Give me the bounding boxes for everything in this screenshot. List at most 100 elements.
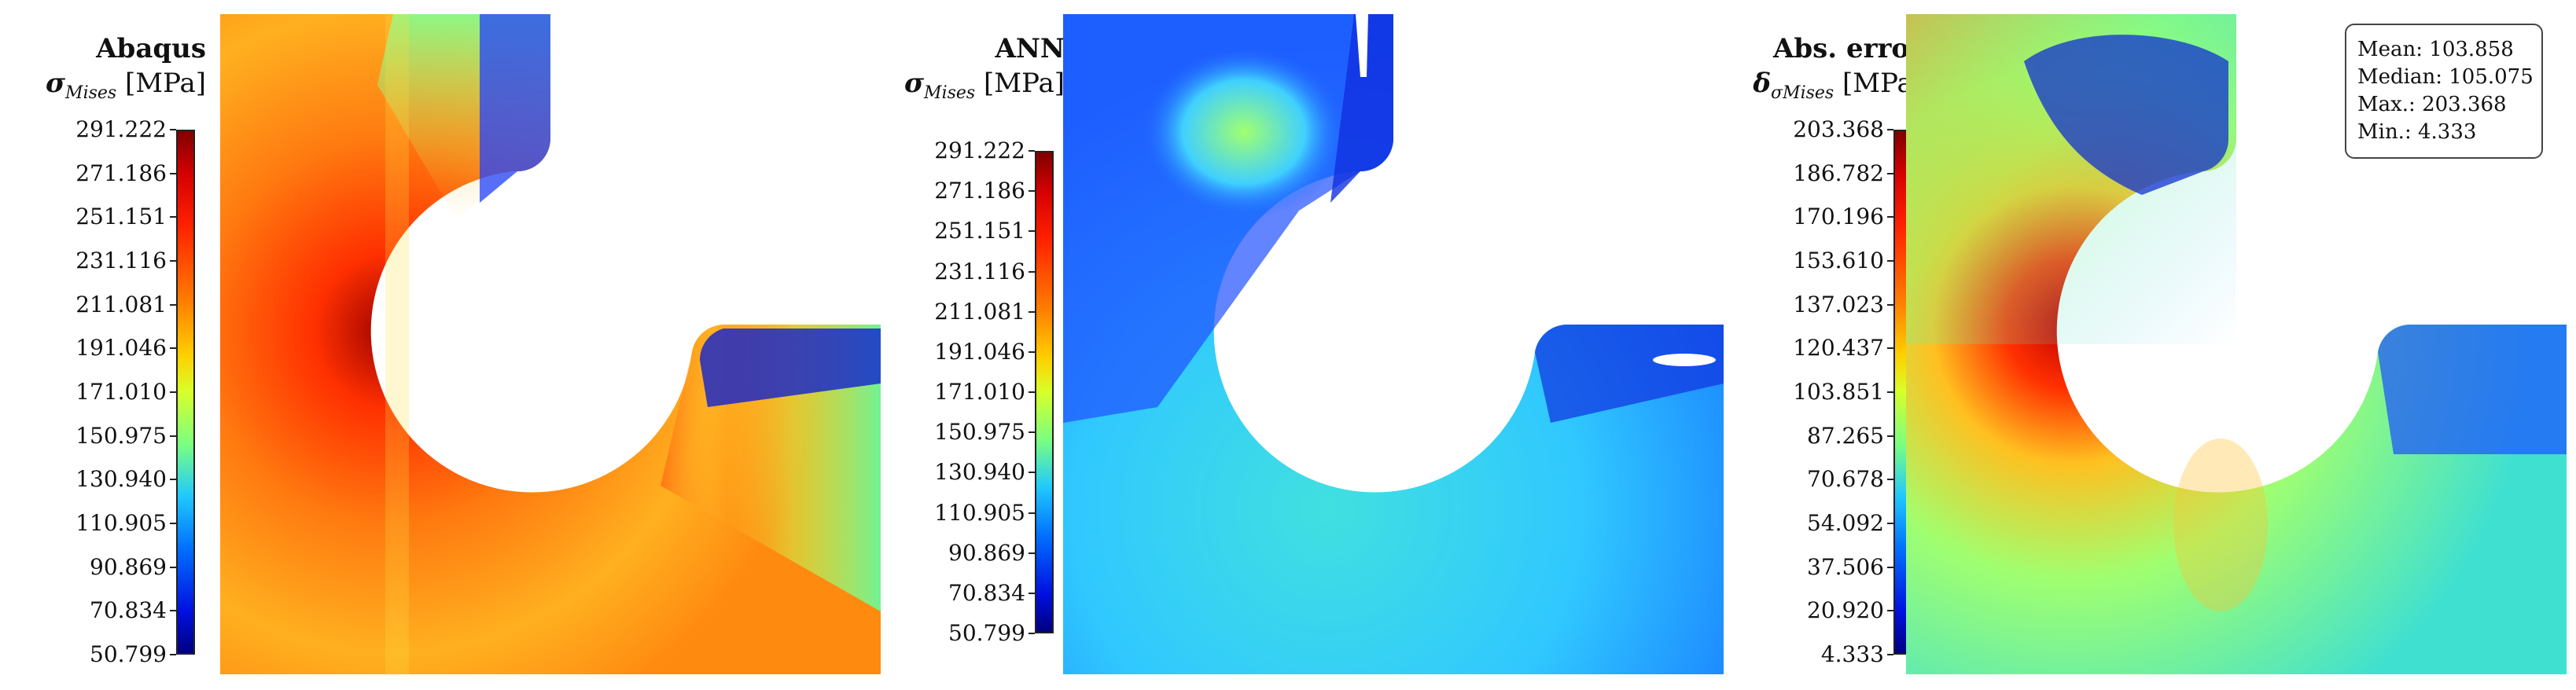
colorbar-tick-label: 103.851 [1793,379,1884,405]
symbol: σ [903,68,925,99]
colorbar-tick-label: 90.869 [948,539,1025,566]
colorbar-tick-label: 211.081 [934,298,1025,325]
panel-subtitle: σMises [MPa] [903,68,1065,103]
panel-subtitle: δσMises [MPa] [1753,68,1923,103]
panel-title: ANN [995,33,1065,64]
colorbar-tick-mark [1887,129,1893,130]
colorbar-tick-label: 191.046 [934,338,1025,365]
colorbar-tick-label: 50.799 [90,641,167,667]
colorbar-tick-label: 70.678 [1807,466,1884,493]
colorbar-tick-mark [170,216,176,218]
colorbar-tick-mark [1887,610,1893,612]
colorbar-tick-label: 251.151 [934,218,1025,244]
colorbar-tick-label: 110.905 [75,510,167,536]
colorbar-tick-mark [1887,260,1893,262]
panel-subtitle: σMises [MPa] [45,68,206,103]
colorbar-tick-label: 291.222 [75,116,167,142]
colorbar-tick-mark [1887,347,1893,350]
subscript: Mises [65,83,117,103]
colorbar-tick-mark [1887,435,1893,437]
colorbar-tick-mark [1029,472,1035,474]
colorbar-tick-label: 50.799 [948,620,1025,646]
colorbar-tick-label: 211.081 [75,291,167,317]
colorbar-tick-mark [1887,479,1893,481]
ann-panel: ANN σMises [MPa] 291.222 271.186 251.151 23… [859,0,1724,690]
stat-median: Median: 105.075 [2357,65,2534,90]
colorbar-tick-mark [170,610,176,612]
colorbar-tick-label: 20.920 [1807,597,1884,624]
colorbar-tick-label: 150.975 [934,419,1025,446]
colorbar-tick-mark [170,523,176,524]
colorbar: 291.222 271.186 251.151 231.116 211.081 191.0… [934,140,1054,644]
colorbar-tick-mark [170,566,176,568]
unit: [MPa] [984,68,1065,99]
unit: [MPa] [125,68,206,99]
colorbar-tick-label: 70.834 [948,579,1025,606]
colorbar-tick-label: 191.046 [75,335,167,362]
colorbar-tick-mark [1029,592,1035,594]
colorbar-tick-label: 150.975 [75,422,167,449]
colorbar-tick-label: 130.940 [75,466,167,493]
colorbar-tick-mark [1887,303,1893,306]
colorbar-tick-mark [1029,512,1035,514]
colorbar-tick-mark [1887,216,1893,218]
colorbar-tick-mark [1029,270,1035,273]
colorbar-tick-mark [1029,190,1035,193]
colorbar-tick-label: 37.506 [1807,553,1884,580]
stat-mean: Mean: 103.858 [2357,38,2514,61]
colorbar-tick-mark [1029,230,1035,233]
colorbar-tick-label: 231.116 [75,248,167,273]
error-stats-box: Mean: 103.858 Median: 105.075 Max.: 203.… [2345,24,2543,159]
colorbar-tick-label: 4.333 [1820,641,1884,667]
colorbar-tick-label: 271.186 [75,160,167,186]
colorbar-tick-mark [1029,310,1035,313]
colorbar-tick-mark [170,303,176,306]
colorbar-tick-mark [170,391,176,393]
colorbar-gradient [176,130,195,655]
colorbar-tick-mark [1029,391,1035,393]
colorbar-tick-mark [1887,566,1893,568]
colorbar-tick-label: 153.610 [1793,248,1884,273]
colorbar-tick-mark [1029,351,1035,353]
symbol: σ [45,68,66,99]
colorbar-tick-label: 70.834 [90,597,167,624]
colorbar-tick-mark [1887,172,1893,174]
stress-field-ann [1063,14,1724,674]
error-field [1906,14,2567,674]
colorbar-tick-label: 171.010 [934,379,1025,405]
colorbar-tick-mark [1029,431,1035,434]
colorbar-tick-mark [170,435,176,437]
stress-field-abaqus [220,14,881,674]
colorbar-tick-label: 120.437 [1793,335,1884,362]
stat-min: Min.: 4.333 [2357,120,2477,145]
colorbar-tick-label: 130.940 [934,459,1025,486]
colorbar-tick-label: 54.092 [1807,510,1884,536]
abaqus-panel: Abaqus σMises [MPa] 291.222 271.186 251.15… [0,0,881,690]
colorbar-gradient [1035,151,1054,633]
colorbar-tick-label: 291.222 [934,138,1025,163]
colorbar-tick-mark [1029,552,1035,554]
stat-max: Max.: 203.368 [2357,93,2507,117]
colorbar-tick-label: 87.265 [1807,422,1884,449]
colorbar-tick-mark [170,347,176,350]
colorbar-tick-mark [1029,633,1035,634]
colorbar-tick-mark [1029,150,1035,152]
panel-title: Abaqus [96,33,206,64]
colorbar-ticks: 203.368 186.782 170.196 153.610 137.023 120.4… [1793,119,1912,666]
colorbar: 291.222 271.186 251.151 231.116 211.081 191.0… [75,119,195,666]
colorbar-tick-mark [170,654,176,655]
colorbar-tick-label: 170.196 [1793,204,1884,230]
colorbar-ticks: 291.222 271.186 251.151 231.116 211.081 191.0… [934,140,1054,644]
colorbar-tick-mark [1887,391,1893,393]
colorbar-tick-mark [170,129,176,130]
panel-title: Abs. error [1772,33,1923,64]
colorbar-tick-mark [1887,523,1893,524]
colorbar-tick-label: 171.010 [75,379,167,405]
colorbar-tick-label: 203.368 [1793,116,1884,142]
colorbar-tick-mark [1887,654,1893,655]
subscript: σMises [1771,83,1834,103]
colorbar-tick-label: 186.782 [1793,160,1884,186]
colorbar-tick-label: 110.905 [934,499,1025,526]
colorbar-tick-mark [170,172,176,174]
colorbar-tick-label: 231.116 [934,258,1025,284]
